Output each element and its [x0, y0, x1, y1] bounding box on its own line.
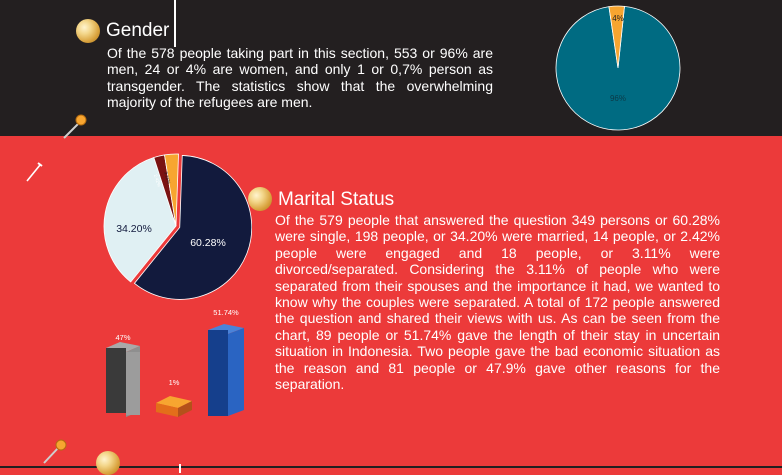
next-section-bullet-icon [96, 451, 120, 475]
marital-pin-icon [26, 162, 43, 182]
marital-bullet-icon [248, 187, 272, 211]
marital-paragraph: Of the 579 people that answered the ques… [275, 212, 720, 393]
marital-pie-label-divorced: 3.11% [163, 171, 171, 184]
bottom-pushpin-icon [43, 439, 67, 464]
bar-label-1: 1% [169, 378, 180, 387]
gender-pushpin-icon [63, 114, 87, 139]
marital-pie-chart: 34.20% 60.28% 2.42% 3.11% [103, 153, 252, 300]
marital-pie-label-single: 60.28% [190, 237, 226, 249]
bar-label-47: 47% [115, 333, 130, 342]
bottom-divider-line [0, 466, 782, 468]
bar-47-percent [106, 342, 140, 417]
gender-title: Gender [106, 20, 170, 41]
gender-pie-label-small: 4% [612, 14, 624, 23]
marital-pie-label-married: 34.20% [116, 223, 152, 235]
bar-1-percent [156, 396, 192, 417]
gender-pie-slice-96 [555, 5, 681, 131]
bar-51-74-percent [208, 324, 244, 416]
separation-bar-chart: 47% 1% 51.74% [106, 308, 244, 417]
gender-pie-slice-4 [608, 5, 625, 69]
marital-pie-slice-married [103, 156, 177, 283]
gender-bullet-icon [76, 19, 100, 43]
bottom-vertical-mark [179, 464, 181, 473]
marital-pie-slice-single [133, 155, 252, 300]
bar-label-51-74: 51.74% [213, 308, 239, 317]
marital-pie-slice-divorced [164, 153, 179, 227]
gender-pie-label-large: 96% [610, 94, 626, 103]
gender-paragraph: Of the 578 people taking part in this se… [107, 45, 493, 111]
gender-divider-line [174, 0, 176, 47]
marital-title: Marital Status [278, 189, 395, 210]
gender-pie-chart: 4% 96% [555, 5, 681, 131]
marital-pie-label-engaged: 2.42% [153, 174, 162, 188]
